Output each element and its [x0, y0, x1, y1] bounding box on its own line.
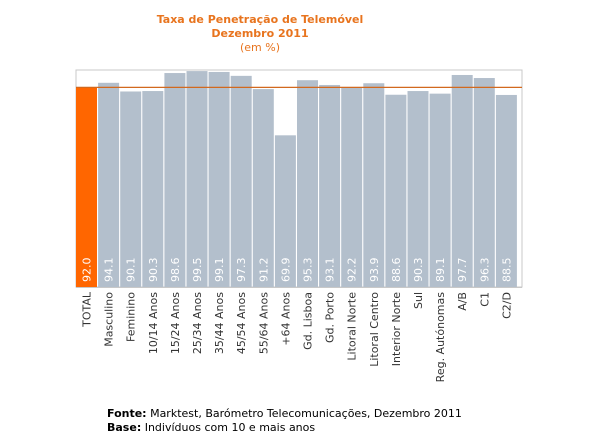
x-tick-label: Feminino	[125, 292, 138, 342]
bar	[341, 86, 363, 288]
x-tick-label: 55/64 Anos	[257, 292, 270, 354]
chart-subtitle: Dezembro 2011	[211, 27, 309, 40]
base-text: Indivíduos com 10 e mais anos	[144, 421, 316, 434]
data-label: 95.3	[302, 258, 315, 283]
x-tick-label: Gd. Lisboa	[302, 292, 315, 350]
bar	[208, 71, 230, 287]
source-line: Fonte: Marktest, Barómetro Telecomunicaç…	[107, 407, 462, 421]
bar	[120, 91, 142, 287]
x-tick-label: 45/54 Anos	[235, 292, 248, 354]
source-label: Fonte:	[107, 407, 147, 420]
data-label: 97.7	[456, 258, 469, 283]
x-tick-label: +64 Anos	[279, 292, 292, 346]
data-label: 93.1	[324, 258, 337, 283]
x-tick-label: Gd. Porto	[324, 292, 337, 343]
data-label: 89.1	[434, 258, 447, 283]
bar	[252, 89, 274, 287]
chart-footer: Fonte: Marktest, Barómetro Telecomunicaç…	[107, 407, 462, 435]
bar	[142, 91, 164, 287]
bar	[98, 82, 120, 287]
x-tick-label: Litoral Centro	[368, 292, 381, 367]
x-tick-label: Interior Norte	[390, 292, 403, 366]
data-label: 97.3	[235, 258, 248, 283]
bar	[76, 87, 97, 287]
bar	[186, 71, 208, 288]
x-tick-label: C2/D	[500, 292, 513, 319]
bar	[319, 84, 341, 288]
bar	[429, 93, 451, 287]
base-label: Base:	[107, 421, 142, 434]
data-label: 88.6	[390, 258, 403, 283]
x-tick-label: C1	[478, 292, 491, 307]
data-label: 99.1	[213, 258, 226, 283]
data-label: 92.2	[346, 258, 359, 283]
source-text: Marktest, Barómetro Telecomunicações, De…	[150, 407, 462, 420]
bar	[297, 80, 318, 287]
x-tick-label: 10/14 Anos	[147, 292, 160, 354]
data-label: 90.3	[147, 258, 160, 283]
x-tick-label: 25/34 Anos	[191, 292, 204, 354]
data-label: 94.1	[103, 258, 116, 283]
data-label: 90.1	[125, 258, 138, 283]
x-tick-label: 35/44 Anos	[213, 292, 226, 354]
data-label: 90.3	[412, 258, 425, 283]
x-tick-label: TOTAL	[81, 291, 94, 328]
x-tick-label: Litoral Norte	[346, 292, 359, 361]
x-tick-label: Sul	[412, 292, 425, 309]
bar	[473, 78, 495, 288]
bar	[363, 83, 385, 287]
data-label: 99.5	[191, 258, 204, 283]
chart-title-block: Taxa de Penetração de Telemóvel Dezembro…	[0, 13, 520, 55]
data-label: 93.9	[368, 258, 381, 283]
x-tick-label: Reg. Autónomas	[434, 292, 447, 383]
bar	[495, 94, 517, 287]
data-label: 96.3	[478, 258, 491, 283]
bar	[385, 94, 407, 287]
bar	[274, 135, 296, 287]
x-tick-label: Masculino	[103, 292, 116, 347]
chart-title: Taxa de Penetração de Telemóvel	[156, 13, 364, 26]
bar	[451, 74, 473, 287]
bar	[407, 91, 429, 287]
data-label: 69.9	[279, 258, 292, 283]
data-label: 88.5	[500, 257, 513, 282]
chart-unit-label: (em %)	[239, 41, 280, 54]
data-label: 98.6	[169, 258, 182, 283]
x-tick-label: 15/24 Anos	[169, 292, 182, 354]
data-label: 91.2	[257, 258, 270, 283]
base-line: Base: Indivíduos com 10 e mais anos	[107, 421, 462, 435]
bar	[164, 73, 186, 288]
data-label: 92.0	[81, 258, 94, 283]
bar	[230, 75, 252, 287]
x-tick-label: A/B	[456, 292, 469, 311]
